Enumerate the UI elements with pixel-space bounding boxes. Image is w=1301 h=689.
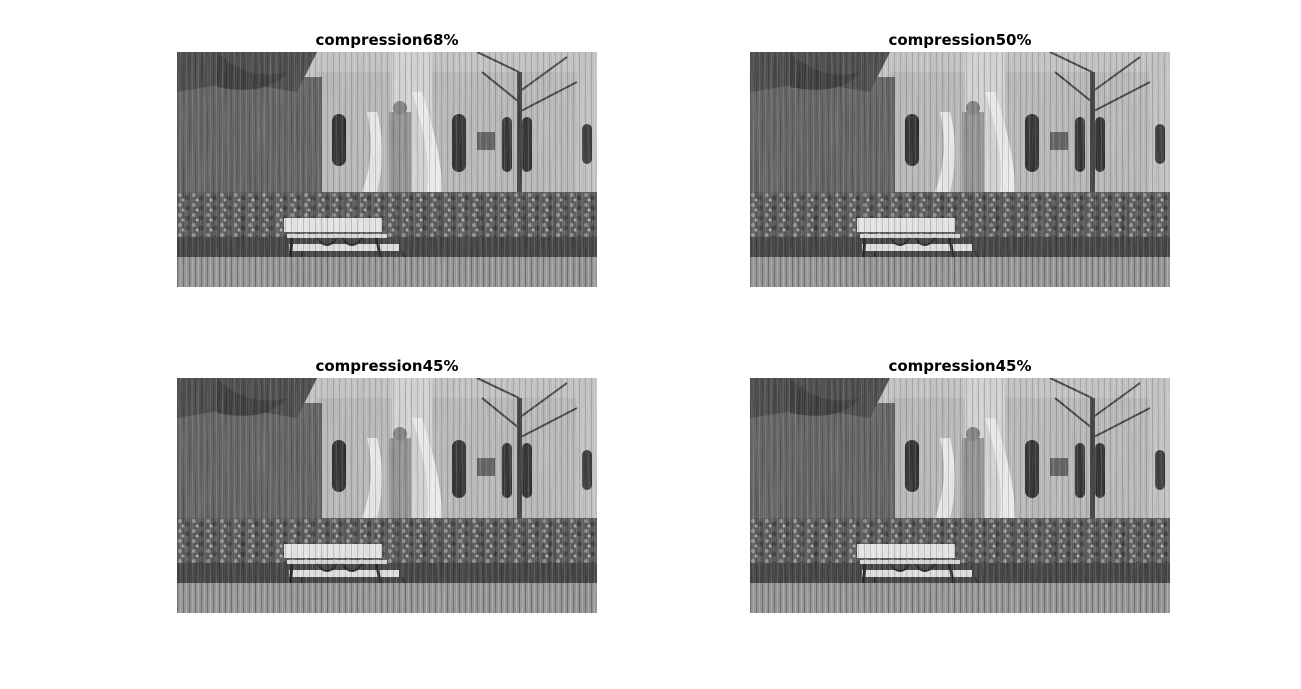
panel-image [177,52,597,287]
panel-2: compression50% [750,31,1170,287]
panel-image [177,378,597,613]
panel-title: compression45% [315,357,459,375]
panel-title: compression68% [315,31,459,49]
panel-1: compression68% [177,31,597,287]
panel-title: compression50% [888,31,1032,49]
panel-image [750,52,1170,287]
panel-3: compression45% [177,357,597,613]
panel-title: compression45% [888,357,1032,375]
panel-image [750,378,1170,613]
panel-4: compression45% [750,357,1170,613]
